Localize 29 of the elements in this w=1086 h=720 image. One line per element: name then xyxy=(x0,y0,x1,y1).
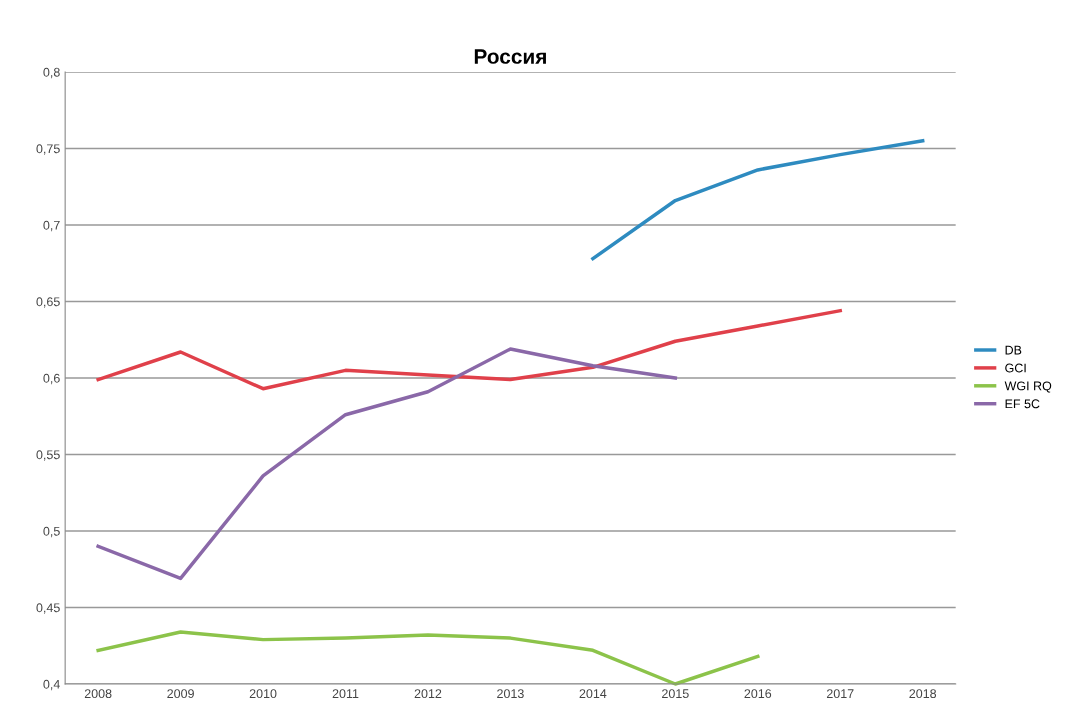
y-tick-label: 0,7 xyxy=(43,220,60,232)
y-tick-label: 0,8 xyxy=(43,67,60,79)
line-series xyxy=(96,308,842,391)
y-tick-label: 0,75 xyxy=(36,144,60,155)
x-tick-label: 2008 xyxy=(84,689,112,699)
x-tick-label: 2016 xyxy=(744,689,772,699)
legend-label: DB xyxy=(1005,345,1022,355)
line-series xyxy=(96,347,678,581)
legend-label: WGI RQ xyxy=(1004,381,1052,393)
y-tick-label: 0,55 xyxy=(36,450,60,461)
x-tick-label: 2013 xyxy=(497,689,524,699)
x-tick-label: 2010 xyxy=(249,689,277,699)
y-tick-label: 0,4 xyxy=(43,679,60,691)
y-tick-label: 0,6 xyxy=(43,373,60,385)
chart-title: Россия xyxy=(474,49,546,64)
legend-label: EF 5C xyxy=(1005,399,1040,409)
legend-label: GCI xyxy=(1005,363,1026,373)
line-series xyxy=(591,139,925,261)
x-tick-label: 2017 xyxy=(826,689,854,699)
y-tick-label: 0,45 xyxy=(36,603,60,614)
line-series xyxy=(96,630,760,686)
x-tick-label: 2015 xyxy=(662,689,689,699)
x-tick-label: 2014 xyxy=(579,689,607,699)
x-tick-label: 2011 xyxy=(332,689,359,699)
x-tick-label: 2018 xyxy=(909,689,937,699)
y-tick-label: 0,65 xyxy=(36,297,60,308)
x-tick-label: 2009 xyxy=(167,689,194,699)
x-tick-label: 2012 xyxy=(414,689,442,699)
y-tick-label: 0,5 xyxy=(43,526,60,538)
